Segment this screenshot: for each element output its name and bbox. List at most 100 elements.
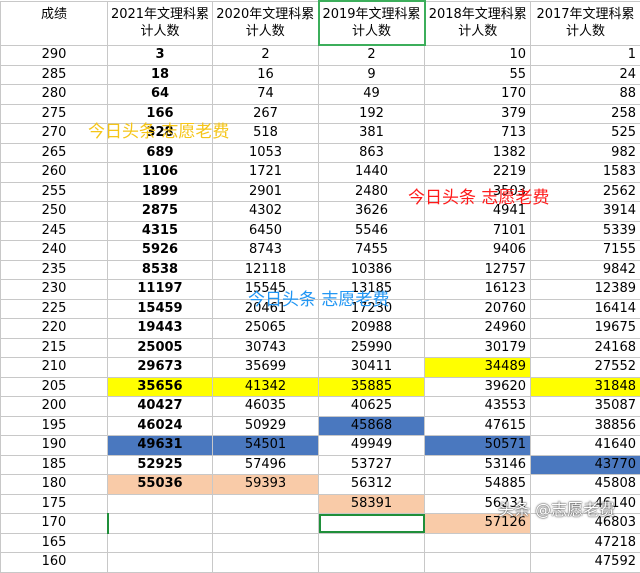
count-cell-2017[interactable]: 1 xyxy=(531,45,640,65)
score-cell[interactable]: 235 xyxy=(1,260,108,280)
count-cell-2020[interactable]: 41342 xyxy=(213,377,319,397)
count-cell-2021[interactable]: 46024 xyxy=(108,416,213,436)
count-cell-2020[interactable]: 46035 xyxy=(213,397,319,417)
count-cell-2019[interactable]: 1440 xyxy=(319,163,425,183)
count-cell-2020[interactable]: 6450 xyxy=(213,221,319,241)
count-cell-2021[interactable]: 55036 xyxy=(108,475,213,495)
count-cell-2021[interactable]: 11197 xyxy=(108,280,213,300)
score-cell[interactable]: 260 xyxy=(1,163,108,183)
count-cell-2021[interactable]: 18 xyxy=(108,65,213,85)
count-cell-2021[interactable]: 4315 xyxy=(108,221,213,241)
count-cell-2019[interactable]: 58391 xyxy=(319,494,425,514)
count-cell-2019[interactable]: 381 xyxy=(319,124,425,144)
count-cell-2017[interactable]: 24168 xyxy=(531,338,640,358)
count-cell-2019[interactable]: 56312 xyxy=(319,475,425,495)
count-cell-2021[interactable]: 5926 xyxy=(108,241,213,261)
count-cell-2021[interactable]: 15459 xyxy=(108,299,213,319)
score-cell[interactable]: 285 xyxy=(1,65,108,85)
count-cell-2021[interactable]: 40427 xyxy=(108,397,213,417)
header-2019[interactable]: 2019年文理科累 计人数 xyxy=(319,1,425,45)
count-cell-2020[interactable]: 16 xyxy=(213,65,319,85)
count-cell-2017[interactable]: 12389 xyxy=(531,280,640,300)
count-cell-2020[interactable]: 8743 xyxy=(213,241,319,261)
score-cell[interactable]: 170 xyxy=(1,514,108,534)
count-cell-2017[interactable]: 43770 xyxy=(531,455,640,475)
score-cell[interactable]: 205 xyxy=(1,377,108,397)
count-cell-2017[interactable]: 258 xyxy=(531,104,640,124)
count-cell-2017[interactable]: 46803 xyxy=(531,514,640,534)
count-cell-2019[interactable]: 13185 xyxy=(319,280,425,300)
count-cell-2019[interactable]: 192 xyxy=(319,104,425,124)
count-cell-2018[interactable]: 713 xyxy=(425,124,531,144)
count-cell-2020[interactable]: 267 xyxy=(213,104,319,124)
count-cell-2018[interactable]: 30179 xyxy=(425,338,531,358)
count-cell-2020[interactable]: 59393 xyxy=(213,475,319,495)
count-cell-2020[interactable] xyxy=(213,553,319,573)
count-cell-2020[interactable]: 1053 xyxy=(213,143,319,163)
count-cell-2018[interactable]: 1382 xyxy=(425,143,531,163)
score-cell[interactable]: 280 xyxy=(1,85,108,105)
count-cell-2018[interactable]: 24960 xyxy=(425,319,531,339)
count-cell-2021[interactable]: 166 xyxy=(108,104,213,124)
header-score[interactable]: 成绩 xyxy=(1,1,108,45)
count-cell-2019[interactable]: 863 xyxy=(319,143,425,163)
count-cell-2019[interactable]: 30411 xyxy=(319,358,425,378)
count-cell-2021[interactable]: 64 xyxy=(108,85,213,105)
count-cell-2017[interactable]: 19675 xyxy=(531,319,640,339)
count-cell-2021[interactable] xyxy=(108,533,213,553)
count-cell-2017[interactable]: 45808 xyxy=(531,475,640,495)
count-cell-2021[interactable]: 25005 xyxy=(108,338,213,358)
count-cell-2017[interactable]: 35087 xyxy=(531,397,640,417)
count-cell-2017[interactable]: 38856 xyxy=(531,416,640,436)
count-cell-2017[interactable]: 525 xyxy=(531,124,640,144)
score-cell[interactable]: 165 xyxy=(1,533,108,553)
count-cell-2019[interactable] xyxy=(319,514,425,534)
count-cell-2018[interactable]: 56231 xyxy=(425,494,531,514)
count-cell-2021[interactable] xyxy=(108,514,213,534)
header-2021[interactable]: 2021年文理科累 计人数 xyxy=(108,1,213,45)
score-cell[interactable]: 220 xyxy=(1,319,108,339)
count-cell-2020[interactable]: 57496 xyxy=(213,455,319,475)
count-cell-2019[interactable]: 53727 xyxy=(319,455,425,475)
count-cell-2018[interactable]: 170 xyxy=(425,85,531,105)
score-cell[interactable]: 215 xyxy=(1,338,108,358)
count-cell-2021[interactable]: 3 xyxy=(108,45,213,65)
header-2017[interactable]: 2017年文理科累 计人数 xyxy=(531,1,640,45)
count-cell-2020[interactable] xyxy=(213,494,319,514)
count-cell-2017[interactable]: 2562 xyxy=(531,182,640,202)
count-cell-2020[interactable]: 2 xyxy=(213,45,319,65)
count-cell-2021[interactable]: 8538 xyxy=(108,260,213,280)
count-cell-2019[interactable]: 17230 xyxy=(319,299,425,319)
count-cell-2018[interactable]: 54885 xyxy=(425,475,531,495)
count-cell-2017[interactable]: 1583 xyxy=(531,163,640,183)
score-cell[interactable]: 245 xyxy=(1,221,108,241)
count-cell-2018[interactable]: 16123 xyxy=(425,280,531,300)
count-cell-2018[interactable]: 55 xyxy=(425,65,531,85)
count-cell-2017[interactable]: 31848 xyxy=(531,377,640,397)
score-cell[interactable]: 275 xyxy=(1,104,108,124)
count-cell-2017[interactable]: 982 xyxy=(531,143,640,163)
score-cell[interactable]: 240 xyxy=(1,241,108,261)
count-cell-2019[interactable]: 49949 xyxy=(319,436,425,456)
count-cell-2018[interactable]: 10 xyxy=(425,45,531,65)
count-cell-2020[interactable]: 74 xyxy=(213,85,319,105)
count-cell-2018[interactable]: 34489 xyxy=(425,358,531,378)
count-cell-2019[interactable]: 2480 xyxy=(319,182,425,202)
count-cell-2018[interactable]: 7101 xyxy=(425,221,531,241)
count-cell-2017[interactable]: 16414 xyxy=(531,299,640,319)
count-cell-2018[interactable]: 39620 xyxy=(425,377,531,397)
count-cell-2018[interactable]: 379 xyxy=(425,104,531,124)
score-cell[interactable]: 160 xyxy=(1,553,108,573)
count-cell-2021[interactable]: 1106 xyxy=(108,163,213,183)
score-cell[interactable]: 250 xyxy=(1,202,108,222)
count-cell-2020[interactable]: 20461 xyxy=(213,299,319,319)
count-cell-2019[interactable] xyxy=(319,533,425,553)
count-cell-2021[interactable]: 49631 xyxy=(108,436,213,456)
score-cell[interactable]: 210 xyxy=(1,358,108,378)
count-cell-2017[interactable]: 41640 xyxy=(531,436,640,456)
count-cell-2018[interactable]: 53146 xyxy=(425,455,531,475)
count-cell-2018[interactable] xyxy=(425,553,531,573)
score-cell[interactable]: 175 xyxy=(1,494,108,514)
score-cell[interactable]: 185 xyxy=(1,455,108,475)
count-cell-2019[interactable]: 20988 xyxy=(319,319,425,339)
